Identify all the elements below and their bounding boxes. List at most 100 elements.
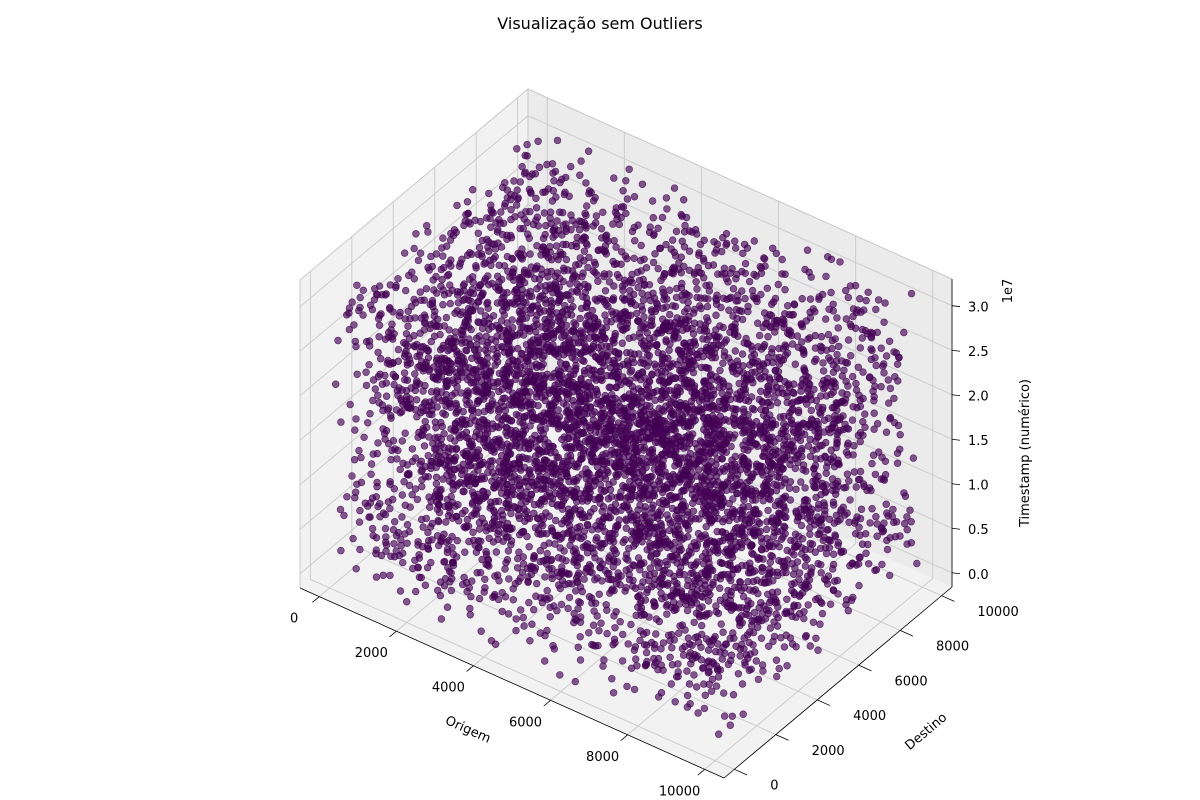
scatter-point [806,313,815,322]
scatter-point [882,500,890,508]
scatter-point [457,353,466,361]
scatter-point [532,216,540,225]
scatter-point [750,237,758,245]
scatter-point [624,311,632,320]
scatter-point [525,514,534,523]
scatter-point [416,249,425,257]
scatter-point [516,310,525,318]
scatter-point [466,419,474,428]
scatter-point [643,385,651,394]
scatter-point [877,344,885,352]
scatter-point [705,281,714,289]
scatter-point [477,250,486,258]
scatter-point [865,484,874,492]
scatter-point [396,409,405,417]
scatter-point [837,506,845,514]
scatter-point [885,571,894,580]
scatter-point [474,318,482,326]
scatter-point [364,419,372,427]
scatter-point [867,345,875,353]
scatter-point [484,272,492,280]
scatter-point [768,345,776,353]
scatter-point [681,355,689,364]
scatter-point [556,325,564,334]
scatter-point [658,406,666,414]
scatter-point [789,426,797,434]
scatter-point [426,300,434,309]
scatter-point [416,348,425,356]
scatter-point [637,302,646,310]
scatter-point [794,601,802,610]
scatter-point [765,398,773,406]
scatter-point [521,426,530,434]
scatter-point [416,288,424,296]
scatter-point [567,242,576,250]
scatter-point [811,308,819,316]
scatter-point [576,282,584,291]
scatter-point [559,221,567,229]
scatter-point [813,477,821,485]
scatter-point [791,464,799,473]
scatter-point [867,334,876,342]
scatter-point [474,494,483,502]
scatter-point [546,613,554,621]
scatter-point [484,436,492,444]
scatter-point [819,359,827,367]
scatter-point [818,609,827,618]
scatter-point [500,529,508,538]
scatter-point [576,171,584,179]
scatter-point [900,328,908,337]
scatter-point [420,296,428,304]
scatter-point [636,256,645,265]
scatter-point [337,418,345,426]
scatter-point [817,561,825,569]
scatter-point [730,237,739,245]
scatter-point [792,485,800,493]
scatter-point [539,360,547,368]
scatter-point [817,569,825,577]
scatter-point [534,137,542,146]
scatter-point [356,506,364,515]
scatter-point [440,558,448,566]
scatter-point [468,511,476,520]
scatter-point [394,275,402,283]
scatter-point [412,587,420,596]
scatter-point [791,530,800,538]
scatter-point [435,493,444,501]
scatter-point [447,586,456,595]
scatter-point [543,268,551,276]
scatter-point [425,367,433,375]
scatter-point [715,333,723,341]
scatter-point [880,476,889,484]
scatter-point [504,414,512,423]
scatter-point [439,341,447,350]
scatter-point [597,225,606,233]
scatter-point [801,265,809,274]
scatter-point [670,333,678,341]
scatter-point [558,379,567,387]
scatter-point [610,237,618,245]
scatter-point [855,581,863,590]
scatter-point [399,558,407,567]
scatter-point [483,300,491,308]
scatter-point [843,470,852,478]
scatter-point [669,471,677,479]
scatter-point [827,288,835,297]
scatter-point [665,310,674,319]
scatter-point [775,389,783,397]
scatter-point [791,360,799,368]
scatter-point [782,342,790,351]
scatter-point [520,268,529,277]
scatter-point [638,180,647,189]
scatter-point [553,453,561,461]
scatter-point [539,188,547,197]
scatter-point [423,423,431,432]
scatter-point [731,244,740,252]
scatter-point [858,540,867,548]
scatter-point [377,355,385,363]
scatter-point [680,339,688,348]
scatter-point [704,364,713,372]
scatter-point [443,272,452,280]
scatter-point [610,174,618,182]
